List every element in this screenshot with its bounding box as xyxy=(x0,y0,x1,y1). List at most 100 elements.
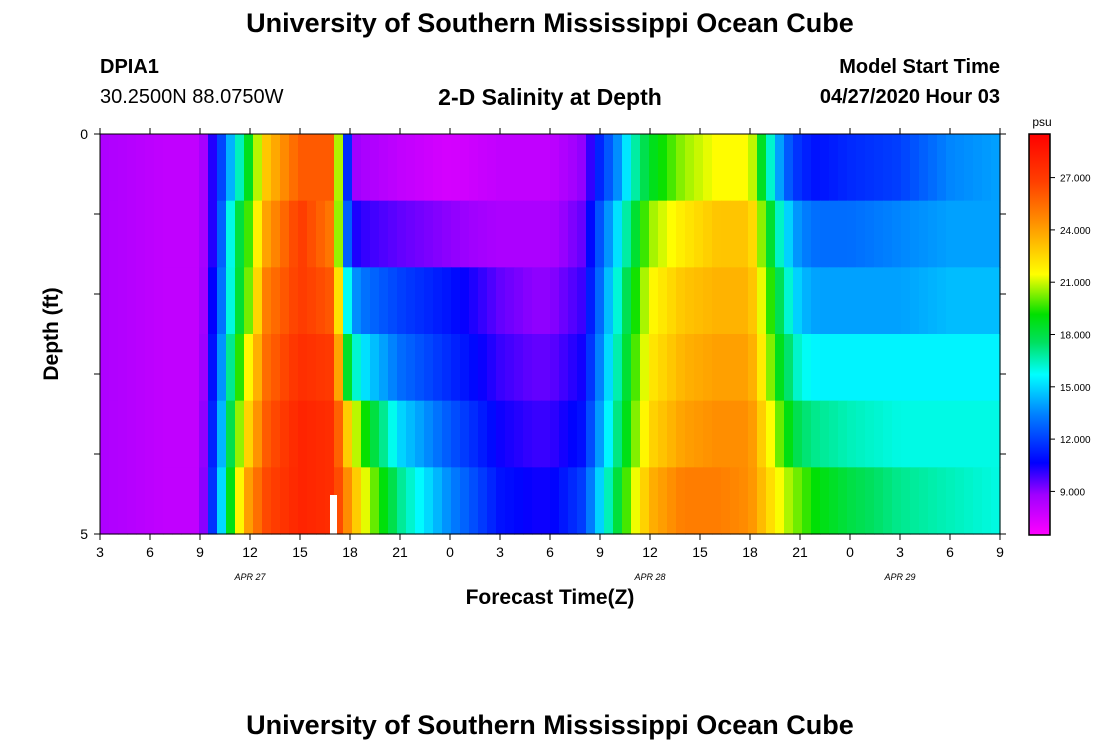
heatmap-cell xyxy=(217,134,227,202)
heatmap-cell xyxy=(568,267,578,335)
heatmap-cell xyxy=(334,467,344,535)
heatmap-cell xyxy=(964,267,974,335)
heatmap-cell xyxy=(829,267,839,335)
heatmap-cell xyxy=(604,267,614,335)
heatmap-cell xyxy=(973,334,983,402)
heatmap-cell xyxy=(154,334,164,402)
heatmap-cell xyxy=(685,200,695,268)
heatmap-cell xyxy=(307,200,317,268)
heatmap-cell xyxy=(316,400,326,468)
colorbar-gradient xyxy=(1028,133,1051,536)
heatmap-cell xyxy=(568,200,578,268)
heatmap-cell xyxy=(865,200,875,268)
x-axis-title: Forecast Time(Z) xyxy=(466,586,635,609)
heatmap-cell xyxy=(388,334,398,402)
heatmap-cell xyxy=(298,334,308,402)
heatmap-cell xyxy=(541,200,551,268)
colorbar-tick-label: 9.000 xyxy=(1060,487,1085,498)
heatmap-cell xyxy=(559,267,569,335)
heatmap-cell xyxy=(550,467,560,535)
heatmap-cell xyxy=(253,200,263,268)
heatmap-cell xyxy=(910,200,920,268)
heatmap-cell xyxy=(937,200,947,268)
heatmap-cell xyxy=(397,134,407,202)
heatmap-cell xyxy=(415,334,425,402)
heatmap-row xyxy=(100,334,1001,402)
heatmap-cell xyxy=(793,467,803,535)
heatmap-cell xyxy=(316,200,326,268)
heatmap-cell xyxy=(325,134,335,202)
heatmap-cell xyxy=(577,467,587,535)
heatmap-cell xyxy=(757,200,767,268)
heatmap-cell xyxy=(721,334,731,402)
x-tick-label: 15 xyxy=(292,544,308,560)
heatmap-cell xyxy=(307,134,317,202)
heatmap-cell xyxy=(460,267,470,335)
heatmap-cell xyxy=(964,467,974,535)
heatmap-cell xyxy=(883,267,893,335)
heatmap-cell xyxy=(649,267,659,335)
heatmap-cell xyxy=(829,200,839,268)
heatmap-cell xyxy=(226,134,236,202)
heatmap-cell xyxy=(496,400,506,468)
heatmap-cell xyxy=(433,267,443,335)
heatmap-cell xyxy=(631,467,641,535)
heatmap-cell xyxy=(685,400,695,468)
heatmap-cell xyxy=(289,200,299,268)
heatmap-cell xyxy=(280,334,290,402)
heatmap-cell xyxy=(739,200,749,268)
heatmap-cell xyxy=(388,200,398,268)
heatmap-cell xyxy=(775,267,785,335)
heatmap-cell xyxy=(784,467,794,535)
heatmap-cell xyxy=(478,267,488,335)
colorbar-tick-label: 15.000 xyxy=(1060,383,1091,394)
heatmap-cell xyxy=(649,400,659,468)
heatmap-cell xyxy=(865,134,875,202)
heatmap-cell xyxy=(595,267,605,335)
heatmap-cell xyxy=(370,200,380,268)
heatmap-cell xyxy=(793,134,803,202)
heatmap-cell xyxy=(775,200,785,268)
heatmap-cell xyxy=(541,334,551,402)
heatmap-cell xyxy=(289,134,299,202)
heatmap-cell xyxy=(325,334,335,402)
heatmap-cell xyxy=(505,267,515,335)
heatmap-cell xyxy=(838,200,848,268)
heatmap-cell xyxy=(658,400,668,468)
heatmap-cell xyxy=(163,400,173,468)
heatmap-cell xyxy=(532,200,542,268)
heatmap-cell xyxy=(397,467,407,535)
heatmap-cell xyxy=(469,200,479,268)
heatmap-cell xyxy=(172,200,182,268)
heatmap-cell xyxy=(982,400,992,468)
x-tick-label: 18 xyxy=(742,544,758,560)
heatmap-cell xyxy=(505,334,515,402)
heatmap-cell xyxy=(451,134,461,202)
heatmap-cell xyxy=(541,467,551,535)
heatmap-cell xyxy=(388,400,398,468)
heatmap-cell xyxy=(181,334,191,402)
heatmap-cell xyxy=(730,467,740,535)
heatmap-cell xyxy=(253,334,263,402)
heatmap-cell xyxy=(811,334,821,402)
heatmap-cell xyxy=(208,400,218,468)
heatmap-cell xyxy=(802,467,812,535)
heatmap-cell xyxy=(208,200,218,268)
heatmap-cell xyxy=(415,467,425,535)
heatmap-cell xyxy=(820,200,830,268)
heatmap-cell xyxy=(793,267,803,335)
heatmap-cell xyxy=(361,400,371,468)
heatmap-cell xyxy=(694,134,704,202)
heatmap-cell xyxy=(190,467,200,535)
heatmap-cell xyxy=(613,467,623,535)
heatmap-cell xyxy=(514,200,524,268)
heatmap-cell xyxy=(865,400,875,468)
heatmap-cell xyxy=(595,334,605,402)
heatmap-cell xyxy=(361,467,371,535)
heatmap-cell xyxy=(991,400,1001,468)
heatmap-cell xyxy=(370,400,380,468)
heatmap-cell xyxy=(838,467,848,535)
heatmap-cell xyxy=(712,200,722,268)
heatmap-cell xyxy=(883,334,893,402)
heatmap-cell xyxy=(559,400,569,468)
